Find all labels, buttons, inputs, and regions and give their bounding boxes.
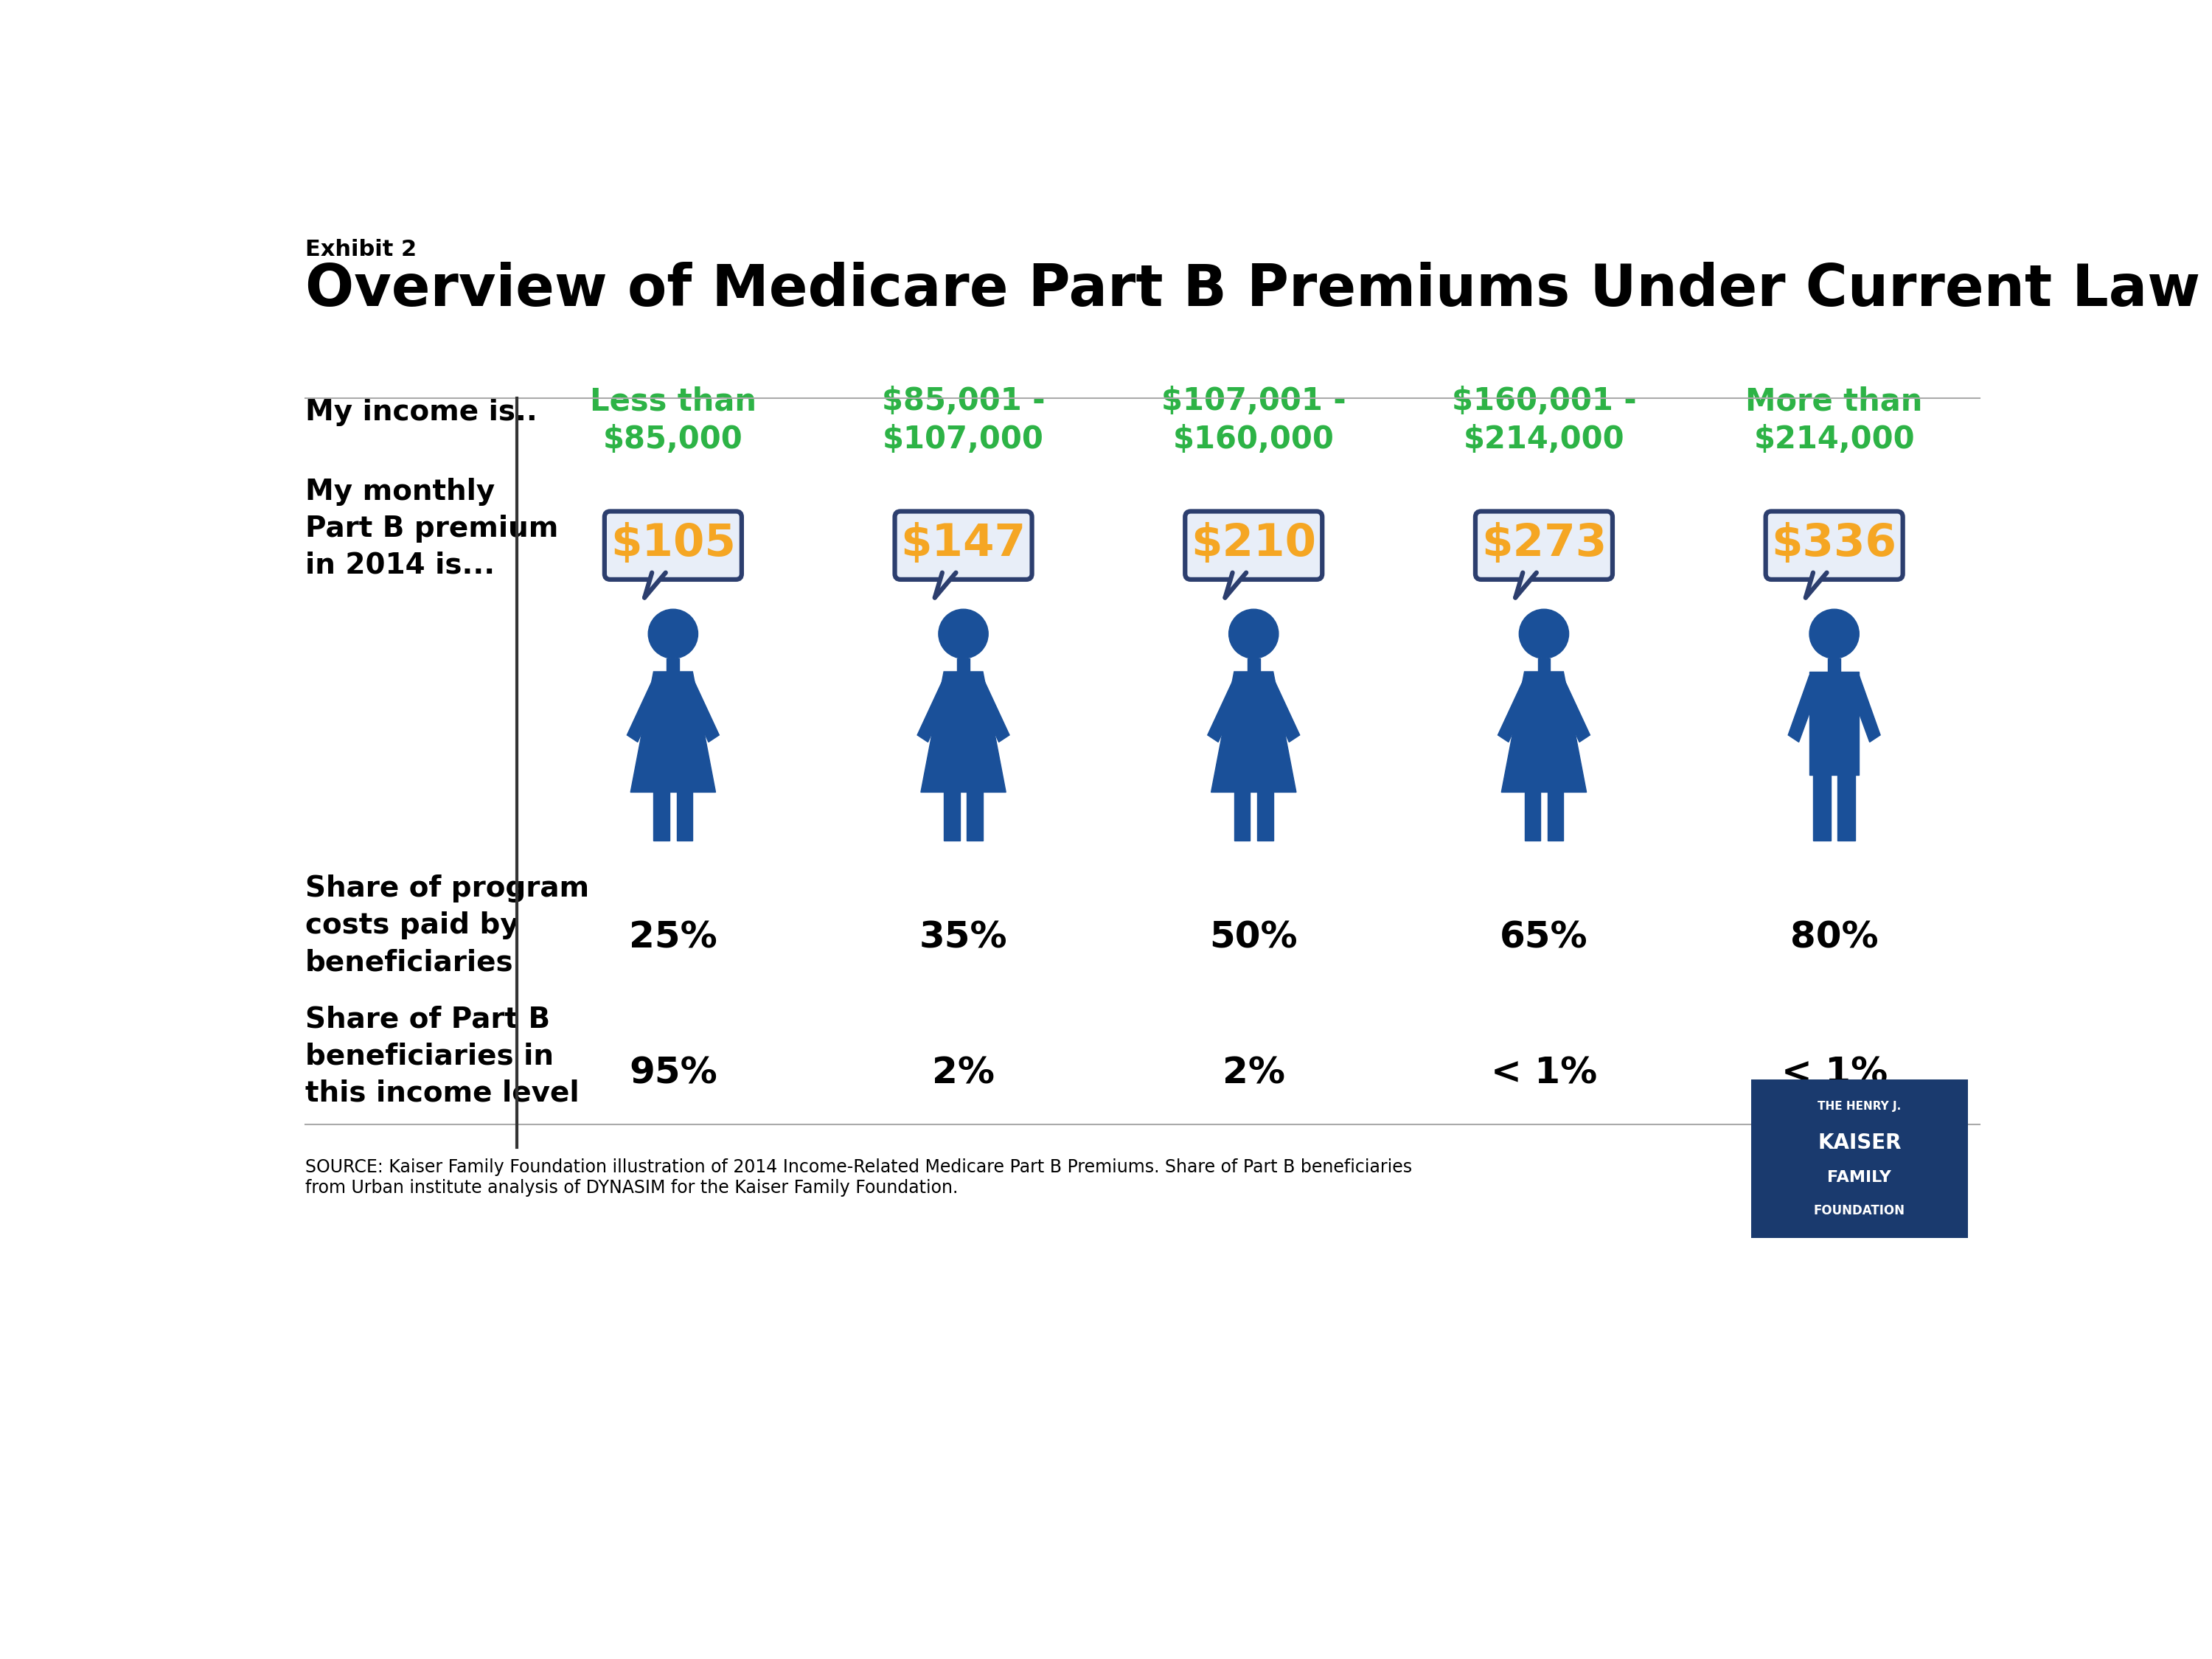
FancyBboxPatch shape	[1752, 1078, 1969, 1238]
Polygon shape	[666, 659, 679, 672]
Circle shape	[1809, 609, 1858, 659]
Polygon shape	[684, 679, 719, 742]
Text: 25%: 25%	[628, 919, 717, 956]
Text: 80%: 80%	[1790, 919, 1878, 956]
Circle shape	[1520, 609, 1568, 659]
Text: < 1%: < 1%	[1491, 1055, 1597, 1092]
FancyBboxPatch shape	[1765, 511, 1902, 579]
Text: $107,001 -
$160,000: $107,001 - $160,000	[1161, 387, 1347, 455]
Text: KAISER: KAISER	[1818, 1133, 1900, 1153]
Text: 95%: 95%	[628, 1055, 717, 1092]
Text: 50%: 50%	[1210, 919, 1298, 956]
Circle shape	[938, 609, 989, 659]
Polygon shape	[1212, 672, 1296, 793]
Polygon shape	[920, 672, 1006, 793]
Polygon shape	[1814, 773, 1832, 841]
Text: Less than
$85,000: Less than $85,000	[591, 387, 757, 455]
Polygon shape	[630, 672, 717, 793]
Polygon shape	[644, 572, 666, 597]
Text: Share of program
costs paid by
beneficiaries: Share of program costs paid by beneficia…	[305, 874, 588, 977]
Text: < 1%: < 1%	[1781, 1055, 1887, 1092]
Text: $273: $273	[1482, 523, 1606, 566]
Circle shape	[648, 609, 697, 659]
Text: THE HENRY J.: THE HENRY J.	[1818, 1100, 1900, 1112]
Text: FAMILY: FAMILY	[1827, 1170, 1891, 1185]
Text: My income is..: My income is..	[305, 398, 538, 426]
Polygon shape	[973, 679, 1009, 742]
Text: $85,001 -
$107,000: $85,001 - $107,000	[883, 387, 1044, 455]
Text: FOUNDATION: FOUNDATION	[1814, 1204, 1905, 1218]
Polygon shape	[1849, 675, 1880, 742]
Polygon shape	[1838, 773, 1856, 841]
Text: $160,001 -
$214,000: $160,001 - $214,000	[1451, 387, 1637, 455]
Polygon shape	[1256, 790, 1274, 841]
Text: 2%: 2%	[1223, 1055, 1285, 1092]
Polygon shape	[1502, 672, 1586, 793]
Polygon shape	[945, 790, 960, 841]
Polygon shape	[1515, 572, 1537, 597]
Polygon shape	[677, 790, 692, 841]
Text: $147: $147	[900, 523, 1026, 566]
Polygon shape	[1234, 790, 1250, 841]
Text: 2%: 2%	[931, 1055, 995, 1092]
Polygon shape	[1548, 790, 1564, 841]
Polygon shape	[1265, 679, 1301, 742]
Text: 65%: 65%	[1500, 919, 1588, 956]
Polygon shape	[1555, 679, 1590, 742]
Polygon shape	[1208, 679, 1243, 742]
Polygon shape	[1248, 659, 1261, 672]
Polygon shape	[1225, 572, 1245, 597]
Polygon shape	[653, 790, 670, 841]
FancyBboxPatch shape	[604, 511, 741, 579]
FancyBboxPatch shape	[1186, 511, 1323, 579]
Polygon shape	[1498, 679, 1533, 742]
Text: Overview of Medicare Part B Premiums Under Current Law: Overview of Medicare Part B Premiums Und…	[305, 262, 2201, 317]
FancyBboxPatch shape	[896, 511, 1033, 579]
Polygon shape	[1805, 572, 1827, 597]
Text: $210: $210	[1190, 523, 1316, 566]
Polygon shape	[918, 679, 953, 742]
Polygon shape	[1787, 675, 1820, 742]
Polygon shape	[1809, 672, 1858, 775]
Text: More than
$214,000: More than $214,000	[1745, 387, 1922, 455]
Text: 35%: 35%	[920, 919, 1006, 956]
Text: My monthly
Part B premium
in 2014 is...: My monthly Part B premium in 2014 is...	[305, 478, 557, 579]
Polygon shape	[958, 659, 969, 672]
Polygon shape	[936, 572, 956, 597]
Text: $105: $105	[611, 523, 737, 566]
Polygon shape	[967, 790, 982, 841]
Text: Exhibit 2: Exhibit 2	[305, 239, 416, 260]
Polygon shape	[1524, 790, 1540, 841]
Text: $336: $336	[1772, 523, 1898, 566]
Circle shape	[1230, 609, 1279, 659]
Polygon shape	[1537, 659, 1551, 672]
FancyBboxPatch shape	[1475, 511, 1613, 579]
Polygon shape	[626, 679, 661, 742]
Text: Share of Part B
beneficiaries in
this income level: Share of Part B beneficiaries in this in…	[305, 1005, 580, 1107]
Polygon shape	[1827, 659, 1840, 672]
Text: SOURCE: Kaiser Family Foundation illustration of 2014 Income-Related Medicare Pa: SOURCE: Kaiser Family Foundation illustr…	[305, 1158, 1411, 1196]
